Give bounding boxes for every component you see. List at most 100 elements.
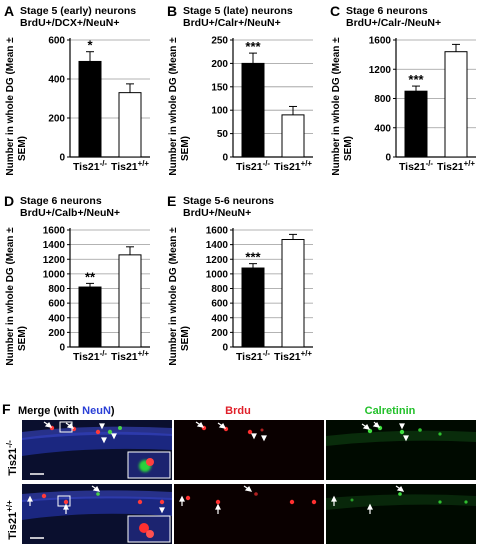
- y-tick-label: 600: [48, 299, 65, 310]
- x-tick-label: Tis21+/+: [111, 159, 149, 174]
- chart-subtitle: BrdU+/Calr+/NeuN+: [183, 17, 281, 29]
- y-tick-label: 1200: [369, 65, 392, 76]
- column-header-merge: Merge (with NeuN): [18, 405, 115, 417]
- significance-marker: **: [85, 269, 96, 284]
- y-tick-label: 1600: [206, 226, 229, 237]
- y-tick-label: 600: [211, 299, 228, 310]
- merge-image-ko: [22, 420, 172, 480]
- bar-tis21-ko: [241, 267, 265, 348]
- x-tick-label: Tis21-/-: [236, 349, 270, 364]
- y-axis-label-line2: SEM): [17, 136, 28, 161]
- bar-tis21-wt: [118, 92, 142, 158]
- panel-letter-f: F: [2, 401, 11, 417]
- y-tick-label: 200: [48, 114, 65, 125]
- micrograph-panel-f: F Merge (with NeuN) Brdu Calretinin Tis2…: [0, 398, 484, 545]
- brdu-image-wt: [174, 484, 324, 544]
- y-axis-label: Number in whole DG (Mean ±: [5, 37, 16, 176]
- y-tick-label: 100: [211, 106, 228, 117]
- y-tick-label: 1000: [43, 269, 66, 280]
- calretinin-image-wt: [326, 484, 476, 544]
- y-tick-label: 0: [222, 153, 228, 164]
- y-tick-label: 1600: [43, 226, 66, 237]
- y-tick-label: 1200: [206, 255, 229, 266]
- y-tick-label: 150: [211, 82, 228, 93]
- bar-tis21-wt: [281, 239, 305, 348]
- y-tick-label: 1000: [206, 269, 229, 280]
- chart-title: Stage 5 (early) neurons: [20, 5, 136, 17]
- y-tick-label: 0: [385, 153, 391, 164]
- column-header-calretinin: Calretinin: [365, 405, 416, 417]
- y-tick-label: 50: [217, 129, 229, 140]
- chart-title: Stage 5 (late) neurons: [183, 5, 293, 17]
- y-tick-label: 400: [48, 75, 65, 86]
- panel-letter: C: [330, 3, 340, 19]
- y-tick-label: 250: [211, 36, 228, 47]
- annotation-arrows: [27, 421, 409, 514]
- brdu-image-ko: [174, 420, 324, 480]
- row-label-tis21-wt: Tis21+/+: [5, 500, 20, 540]
- y-axis-label: Number in whole DG (Mean ±: [5, 227, 16, 366]
- bar-chart-b: B Stage 5 (late) neuronsBrdU+/Calr+/NeuN+…: [167, 3, 313, 176]
- significance-marker: ***: [245, 250, 261, 265]
- chart-subtitle: BrdU+/Calb+/NeuN+: [20, 207, 120, 219]
- bar-tis21-ko: [78, 286, 102, 348]
- merge-image-wt: [22, 484, 172, 544]
- y-tick-label: 800: [211, 284, 228, 295]
- chart-title: Stage 6 neurons: [346, 5, 428, 17]
- significance-marker: ***: [245, 39, 261, 54]
- y-tick-label: 0: [59, 343, 65, 354]
- y-tick-label: 1200: [43, 255, 66, 266]
- y-tick-label: 800: [48, 284, 65, 295]
- y-tick-label: 400: [374, 123, 391, 134]
- chart-subtitle: BrdU+/NeuN+: [183, 207, 251, 219]
- bar-tis21-ko: [241, 62, 265, 158]
- bar-tis21-wt: [118, 254, 142, 348]
- x-tick-label: Tis21-/-: [73, 349, 107, 364]
- chart-subtitle: BrdU+/DCX+/NeuN+: [20, 17, 119, 29]
- calretinin-image-ko: [326, 420, 476, 480]
- row-label-tis21-ko: Tis21-/-: [5, 440, 20, 476]
- y-tick-label: 1400: [43, 240, 66, 251]
- y-axis-label-line2: SEM): [17, 326, 28, 351]
- x-tick-label: Tis21+/+: [111, 349, 149, 364]
- panel-letter: A: [4, 3, 14, 19]
- panel-letter: D: [4, 193, 14, 209]
- significance-marker: *: [87, 38, 93, 53]
- y-axis-label: Number in whole DG (Mean ±: [168, 37, 179, 176]
- x-tick-label: Tis21+/+: [437, 159, 475, 174]
- significance-marker: ***: [408, 72, 424, 87]
- y-tick-label: 400: [211, 313, 228, 324]
- column-header-brdu: Brdu: [225, 405, 251, 417]
- bar-tis21-wt: [444, 51, 468, 158]
- chart-title: Stage 6 neurons: [20, 195, 102, 207]
- x-tick-label: Tis21+/+: [274, 349, 312, 364]
- panel-letter: E: [167, 193, 176, 209]
- y-tick-label: 400: [48, 313, 65, 324]
- chart-subtitle: BrdU+/Calr-/NeuN+: [346, 17, 441, 29]
- bar-tis21-ko: [404, 90, 428, 158]
- bar-tis21-wt: [281, 114, 305, 158]
- x-tick-label: Tis21-/-: [399, 159, 433, 174]
- y-tick-label: 600: [48, 36, 65, 47]
- chart-title: Stage 5-6 neurons: [183, 195, 274, 207]
- panel-letter: B: [167, 3, 177, 19]
- y-tick-label: 1400: [206, 240, 229, 251]
- y-axis-label-line2: SEM): [180, 326, 191, 351]
- y-tick-label: 0: [59, 153, 65, 164]
- y-tick-label: 200: [211, 59, 228, 70]
- y-tick-label: 1600: [369, 36, 392, 47]
- y-axis-label-line2: SEM): [343, 136, 354, 161]
- y-axis-label-line2: SEM): [180, 136, 191, 161]
- y-tick-label: 200: [48, 328, 65, 339]
- y-tick-label: 800: [374, 94, 391, 105]
- x-tick-label: Tis21+/+: [274, 159, 312, 174]
- micrograph-figure: F Merge (with NeuN) Brdu Calretinin Tis2…: [2, 401, 476, 544]
- y-tick-label: 0: [222, 343, 228, 354]
- bar-chart-a: A Stage 5 (early) neuronsBrdU+/DCX+/NeuN+…: [4, 3, 150, 176]
- x-tick-label: Tis21-/-: [236, 159, 270, 174]
- x-tick-label: Tis21-/-: [73, 159, 107, 174]
- y-axis-label: Number in whole DG (Mean ±: [331, 37, 342, 176]
